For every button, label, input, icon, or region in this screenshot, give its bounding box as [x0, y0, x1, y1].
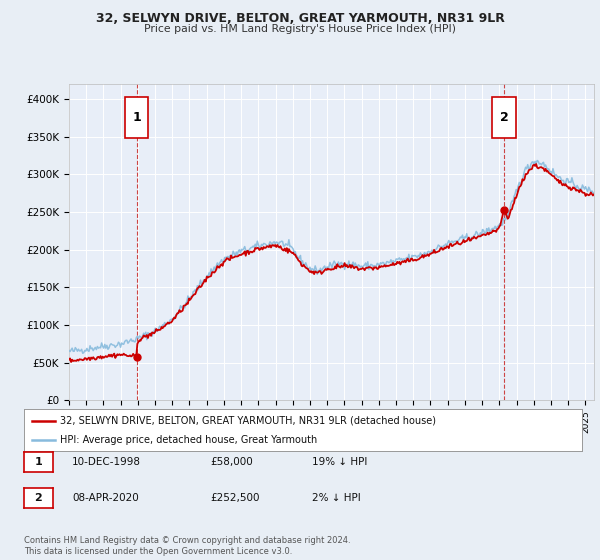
- Text: 10-DEC-1998: 10-DEC-1998: [72, 457, 141, 467]
- Text: HPI: Average price, detached house, Great Yarmouth: HPI: Average price, detached house, Grea…: [60, 435, 317, 445]
- Text: 32, SELWYN DRIVE, BELTON, GREAT YARMOUTH, NR31 9LR: 32, SELWYN DRIVE, BELTON, GREAT YARMOUTH…: [95, 12, 505, 25]
- Text: £252,500: £252,500: [210, 493, 260, 503]
- Text: 2% ↓ HPI: 2% ↓ HPI: [312, 493, 361, 503]
- Text: 1: 1: [35, 457, 42, 467]
- Text: 2: 2: [35, 493, 42, 503]
- Text: £58,000: £58,000: [210, 457, 253, 467]
- Text: 32, SELWYN DRIVE, BELTON, GREAT YARMOUTH, NR31 9LR (detached house): 32, SELWYN DRIVE, BELTON, GREAT YARMOUTH…: [60, 416, 436, 426]
- Text: 08-APR-2020: 08-APR-2020: [72, 493, 139, 503]
- Text: 2: 2: [500, 111, 508, 124]
- Text: Contains HM Land Registry data © Crown copyright and database right 2024.
This d: Contains HM Land Registry data © Crown c…: [24, 536, 350, 556]
- FancyBboxPatch shape: [125, 97, 148, 138]
- Text: Price paid vs. HM Land Registry's House Price Index (HPI): Price paid vs. HM Land Registry's House …: [144, 24, 456, 34]
- Text: 19% ↓ HPI: 19% ↓ HPI: [312, 457, 367, 467]
- Text: 1: 1: [133, 111, 141, 124]
- FancyBboxPatch shape: [493, 97, 515, 138]
